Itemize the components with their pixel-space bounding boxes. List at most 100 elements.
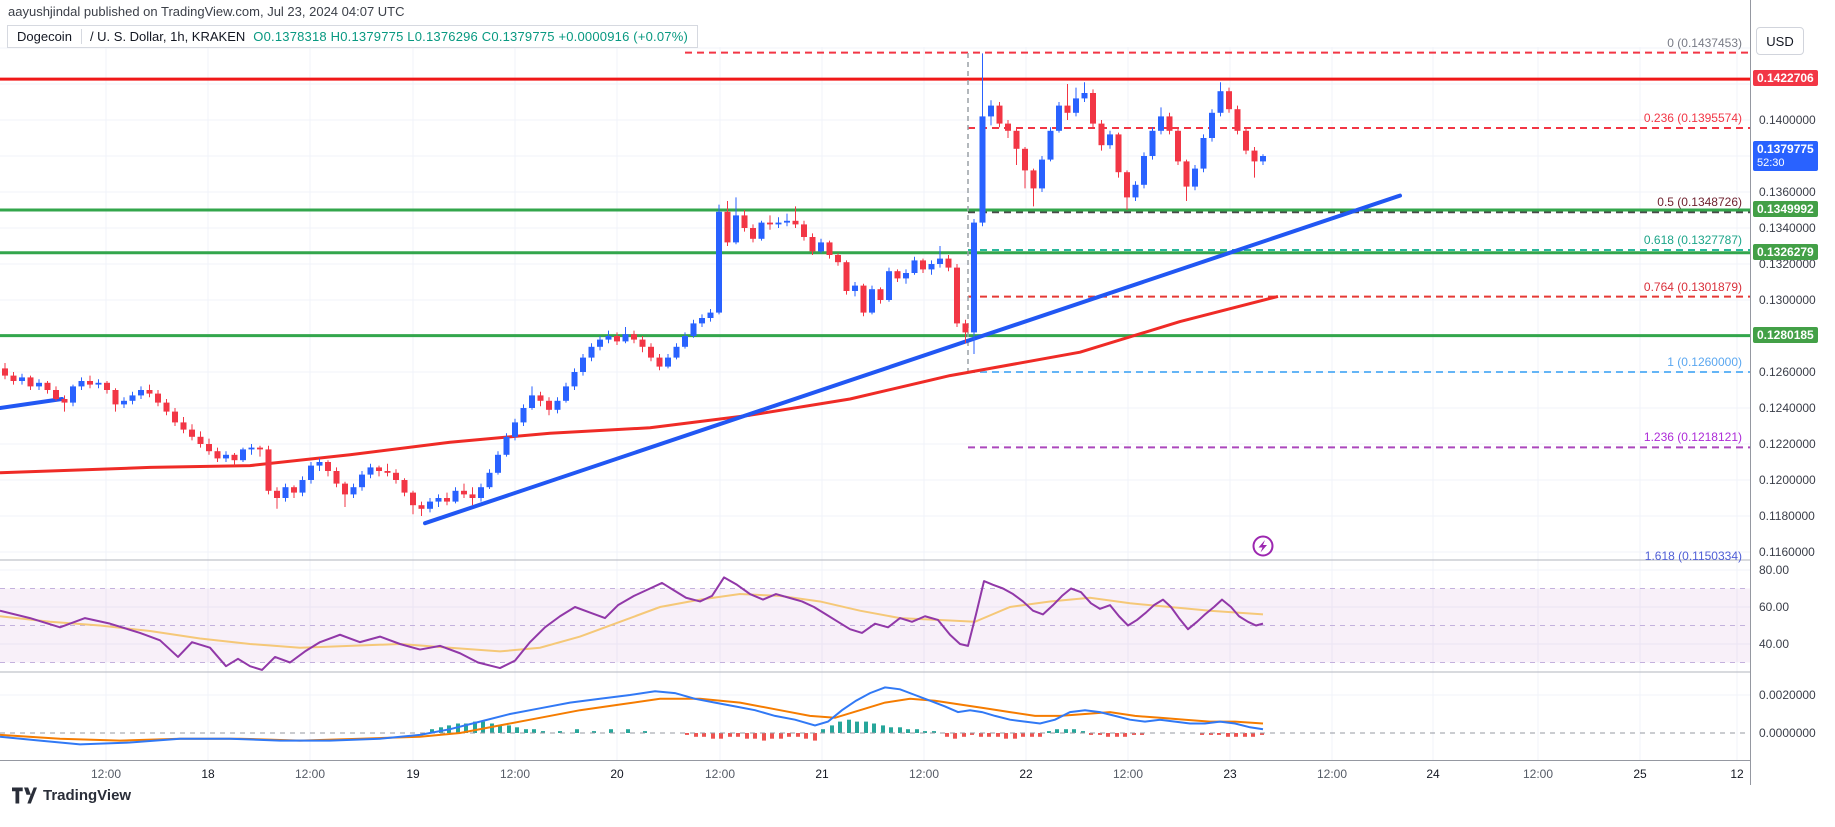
candle [1115,132,1122,178]
candle [316,458,323,471]
time-label: 12:00 [294,767,326,781]
candle [1098,120,1105,151]
candle [240,447,246,462]
candle-body [223,454,229,459]
candle-body [359,474,365,488]
tradingview-logo-icon [12,787,37,804]
candle [1047,127,1054,162]
macd-histogram-bar [1200,733,1204,735]
macd-histogram-bar [804,733,808,739]
candle-body [707,312,714,318]
candle [435,494,442,507]
macd-tick: 0.0020000 [1759,688,1816,702]
macd-histogram-bar [541,731,545,733]
candle-body [486,472,493,488]
candle [1149,127,1156,160]
candle [308,462,314,484]
macd-histogram [430,719,1264,741]
macd-histogram-bar [962,733,966,737]
candle-body [27,377,34,387]
candle-body [1251,150,1258,162]
candle-body [877,289,884,300]
macd-histogram-bar [1013,733,1017,739]
candle-body [308,465,314,480]
macd-histogram-bar [685,733,689,735]
candle-body [1141,156,1147,185]
currency-button[interactable]: USD [1756,27,1804,55]
candle [580,354,586,376]
price-axis[interactable]: USD 0.1400000 0.1360000 0.1340000 0.1320000… [1750,0,1835,785]
macd-histogram-bar [889,727,893,733]
macd-histogram-bar [719,733,723,739]
candle [1022,147,1028,189]
candle-body [835,255,841,263]
candle-body [503,436,510,455]
symbol-legend[interactable]: Dogecoin / U. S. Dollar, 1h, KRAKEN O0.1… [7,25,699,48]
candle-body [1183,161,1190,187]
candle [801,220,807,241]
macd-histogram-bar [813,733,817,741]
candles-layer [2,53,1266,516]
candle [622,327,629,344]
candle-body [350,487,357,495]
candle-body [529,395,535,408]
macd-histogram-bar [1072,729,1076,733]
macd-histogram-bar [787,733,791,737]
candle [852,282,858,297]
candle [427,498,433,513]
price-level-badge: 0.1280185 [1753,326,1818,343]
candle [699,314,705,327]
macd-histogram-bar [1064,729,1068,733]
price-level-badge: 0.1422706 [1753,70,1818,87]
tradingview-logo[interactable]: TradingView [12,787,131,804]
candle-body [478,487,484,498]
red-ma-line [0,294,1279,475]
macd-histogram-bar [515,727,519,733]
candle-body [1149,130,1156,156]
candle-body [1013,130,1020,149]
candle [223,451,229,462]
macd-histogram-bar [1089,733,1093,735]
candle [809,233,816,255]
candle [1141,152,1147,189]
macd-histogram-bar [736,733,740,737]
macd-histogram-bar [1081,731,1085,733]
candle [325,460,331,477]
macd-histogram-bar [728,733,732,737]
candle [206,438,212,455]
candle [1217,82,1224,117]
macd-signal-line [0,697,1264,742]
current-price-badge: 0.1379775 52:30 [1753,141,1818,172]
candle [979,53,986,227]
candle-body [971,222,977,333]
attribution-text: aayushjindal published on TradingView.co… [8,4,405,19]
candle [104,381,110,394]
candle-body [537,395,544,401]
candle-body [860,285,867,313]
candle-body [172,411,178,423]
macd-histogram-bar [953,733,957,739]
candle-body [1175,130,1181,162]
candle [682,332,688,349]
macd-histogram-bar [524,729,528,733]
candle-body [571,372,578,387]
macd-histogram-bar [490,723,494,733]
candle [282,483,289,502]
symbol-name[interactable]: Dogecoin [17,29,82,44]
candle [869,285,875,315]
candle-body [95,382,102,385]
candle [418,501,425,516]
candle-body [639,339,646,347]
macd-histogram-bar [1140,733,1144,735]
candle [299,476,306,497]
idea-flash-icon[interactable] [1252,535,1274,557]
candle [537,391,544,407]
macd-histogram-bar [592,731,596,733]
candle [78,377,85,390]
macd-histogram-bar [1004,733,1008,739]
candle-body [87,381,93,385]
time-axis[interactable]: 12:00 18 12:00 19 12:00 20 12:00 21 12:00 22 12:00… [0,760,1750,786]
candle-body [70,386,76,403]
candle-body [605,336,612,340]
